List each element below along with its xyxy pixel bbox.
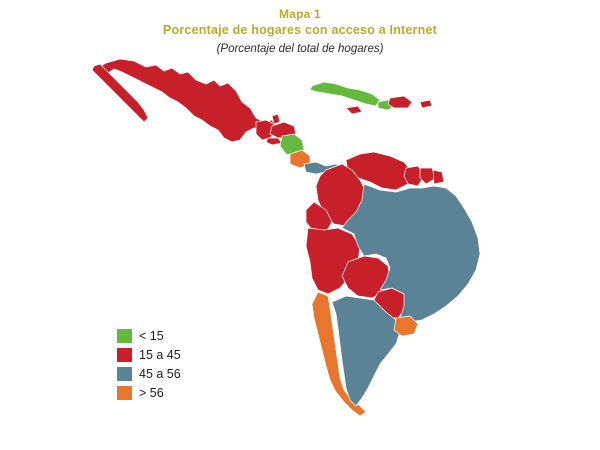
figure-title-block: Mapa 1 Porcentaje de hogares con acceso …: [0, 6, 600, 58]
legend-item-gt56: > 56: [117, 383, 237, 402]
country-brazil: [341, 183, 481, 323]
legend-item-15-45: 15 a 45: [117, 345, 237, 364]
legend-label-lt15: < 15: [139, 328, 164, 343]
latin-america-map: [91, 58, 481, 417]
legend-swatch-blue: [117, 366, 132, 381]
legend-label-45-56: 45 a 56: [139, 366, 181, 381]
country-french-guiana: [432, 169, 445, 185]
country-suriname: [419, 167, 437, 185]
legend-swatch-orange: [117, 385, 132, 400]
country-belize: [271, 113, 281, 125]
legend-swatch-green: [117, 328, 132, 343]
country-puerto-rico: [419, 99, 433, 109]
legend-item-45-56: 45 a 56: [117, 364, 237, 383]
map-legend: < 15 15 a 45 45 a 56 > 56: [117, 326, 237, 402]
legend-swatch-red: [117, 347, 132, 362]
country-chile: [311, 291, 367, 417]
country-guyana: [403, 165, 425, 187]
country-mexico-baja: [91, 63, 149, 123]
legend-label-gt56: > 56: [139, 385, 164, 400]
legend-label-15-45: 15 a 45: [139, 347, 181, 362]
country-argentina: [331, 295, 401, 407]
country-uruguay: [393, 315, 419, 337]
map-main-title: Porcentaje de hogares con acceso a Inter…: [163, 23, 437, 37]
country-dominican-republic: [387, 95, 413, 109]
country-jamaica: [345, 105, 363, 115]
map-canvas: [60, 50, 540, 425]
legend-item-lt15: < 15: [117, 326, 237, 345]
map-subtitle: (Porcentaje del total de hogares): [216, 43, 384, 55]
country-cuba: [309, 81, 381, 107]
map-number-title: Mapa 1: [279, 7, 321, 21]
country-el-salvador: [265, 137, 283, 146]
